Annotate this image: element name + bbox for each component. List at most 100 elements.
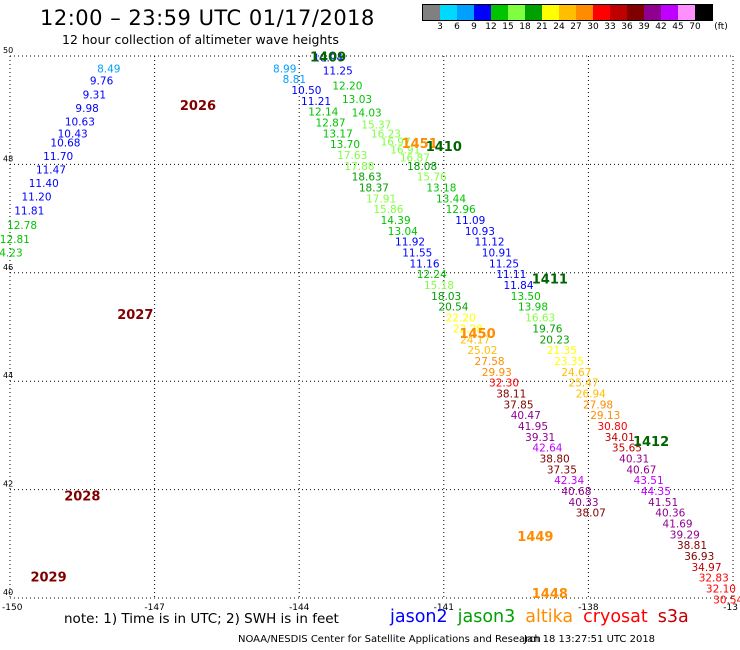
swh-value: 12.20 [332,81,362,93]
swh-value: 12.24 [417,269,447,281]
swh-value: 18.03 [431,291,461,303]
colorbar-swatch [644,5,661,20]
swh-value: 13.03 [342,94,372,106]
x-tick-label: -144 [289,603,310,613]
colorbar-swatch [457,5,474,20]
colorbar-swatch [491,5,508,20]
swh-value: 11.16 [409,258,439,270]
colorbar-label: 36 [621,22,633,32]
pass-time-label: 1410 [426,140,462,155]
swh-value: 11.25 [323,65,353,77]
colorbar-swatch [593,5,610,20]
swh-value: 15.76 [417,172,447,184]
swh-value: 16.63 [525,313,555,325]
legend-s3a: s3a [657,607,689,627]
swh-value: 13.44 [436,193,466,205]
swh-value: 10.63 [65,116,95,128]
swh-value: 11.70 [43,151,73,163]
swh-value: 9.31 [83,89,106,101]
colorbar-swatch [423,5,440,20]
x-tick-label: -13 [723,603,738,613]
swh-value: 12.81 [0,234,30,246]
credit-text: NOAA/NESDIS Center for Satellite Applica… [238,634,541,645]
swh-value: 24.17 [460,334,490,346]
y-tick-label: 42 [3,480,13,489]
swh-value: 12.87 [315,117,345,129]
colorbar-swatch [661,5,678,20]
swh-value: 11.40 [29,178,59,190]
swh-value: 9.76 [90,76,114,88]
swh-value: 16.87 [400,153,430,165]
swh-value: 15.86 [373,204,403,216]
swh-value: 38.81 [677,540,707,552]
swh-value: 40.67 [626,464,656,476]
swh-value: 40.33 [569,497,599,509]
chart-subtitle: 12 hour collection of altimeter wave hei… [62,32,339,47]
swh-value: 34.01 [605,432,635,444]
swh-value: 13.50 [511,291,541,303]
swh-value: 36.93 [684,551,714,563]
swh-value: 23.35 [554,356,584,368]
colorbar-swatch [559,5,576,20]
swh-value: 14.03 [352,108,382,120]
swh-value: 11.81 [14,205,44,217]
colorbar-swatch [695,5,712,20]
x-tick-label: -138 [578,603,599,613]
colorbar-label: 6 [454,22,460,32]
swh-value: 15.18 [424,280,454,292]
swh-value: 20.23 [540,334,570,346]
x-tick-label: -147 [144,603,164,613]
swh-value: 32.83 [699,573,729,585]
swh-value: 10.50 [291,85,321,97]
swh-value: 11.84 [503,280,533,292]
swh-value: 10.43 [58,128,88,140]
swh-value: 12.14 [308,107,338,119]
colorbar-label: 45 [672,22,684,32]
swh-value: 21.35 [547,345,577,357]
swh-value: 25.02 [467,345,497,357]
swh-value: 19.76 [532,323,562,335]
y-tick-label: 50 [3,46,13,55]
swh-value: 11.12 [475,237,505,249]
pass-time-label: 2029 [30,571,66,586]
swh-value: 11.20 [21,192,51,204]
pass-time-label: 2028 [64,489,100,504]
legend-cryosat: cryosat [583,607,648,627]
colorbar-labels: 3 6 9 12 15 18 21 24 27 30 33 36 39 42 45 70 (ft) [422,22,732,34]
swh-value: 12.78 [7,220,37,232]
colorbar-swatch [525,5,542,20]
colorbar-swatch [678,5,695,20]
legend-jason2: jason2 [390,607,448,627]
colorbar-label: 21 [536,22,548,32]
swh-value: 29.93 [482,367,512,379]
swh-value: 13.18 [426,183,456,195]
swh-value: 10.93 [465,226,495,238]
satellite-legend: jason2 jason3 altika cryosat s3a [390,607,699,627]
swh-value: 40.47 [511,410,541,422]
x-tick-label: -150 [2,603,23,613]
swh-value: 27.98 [583,399,613,411]
swh-value: 13.70 [330,139,360,151]
swh-value: 8.49 [97,63,120,75]
swh-value: 39.31 [525,432,555,444]
swh-value: 41.51 [648,497,678,509]
swh-value: 22.28 [453,323,483,335]
swh-value: 42.64 [532,443,562,455]
swh-value: 17.91 [366,193,396,205]
swh-value: 18.08 [407,161,437,173]
swh-value: 34.97 [691,562,721,574]
swh-value: 8.81 [283,74,306,86]
note-text: note: 1) Time is in UTC; 2) SWH is in fe… [64,611,339,627]
swh-value: 40.68 [561,486,591,498]
swh-value: 13.98 [518,302,548,314]
y-tick-label: 46 [3,263,13,272]
colorbar [422,4,713,21]
colorbar-label: 18 [519,22,531,32]
colorbar-label: 70 [689,22,701,32]
swh-value: 16.91 [390,145,420,157]
colorbar-swatch [627,5,644,20]
colorbar-swatch [440,5,457,20]
swh-value: 38.80 [540,454,570,466]
